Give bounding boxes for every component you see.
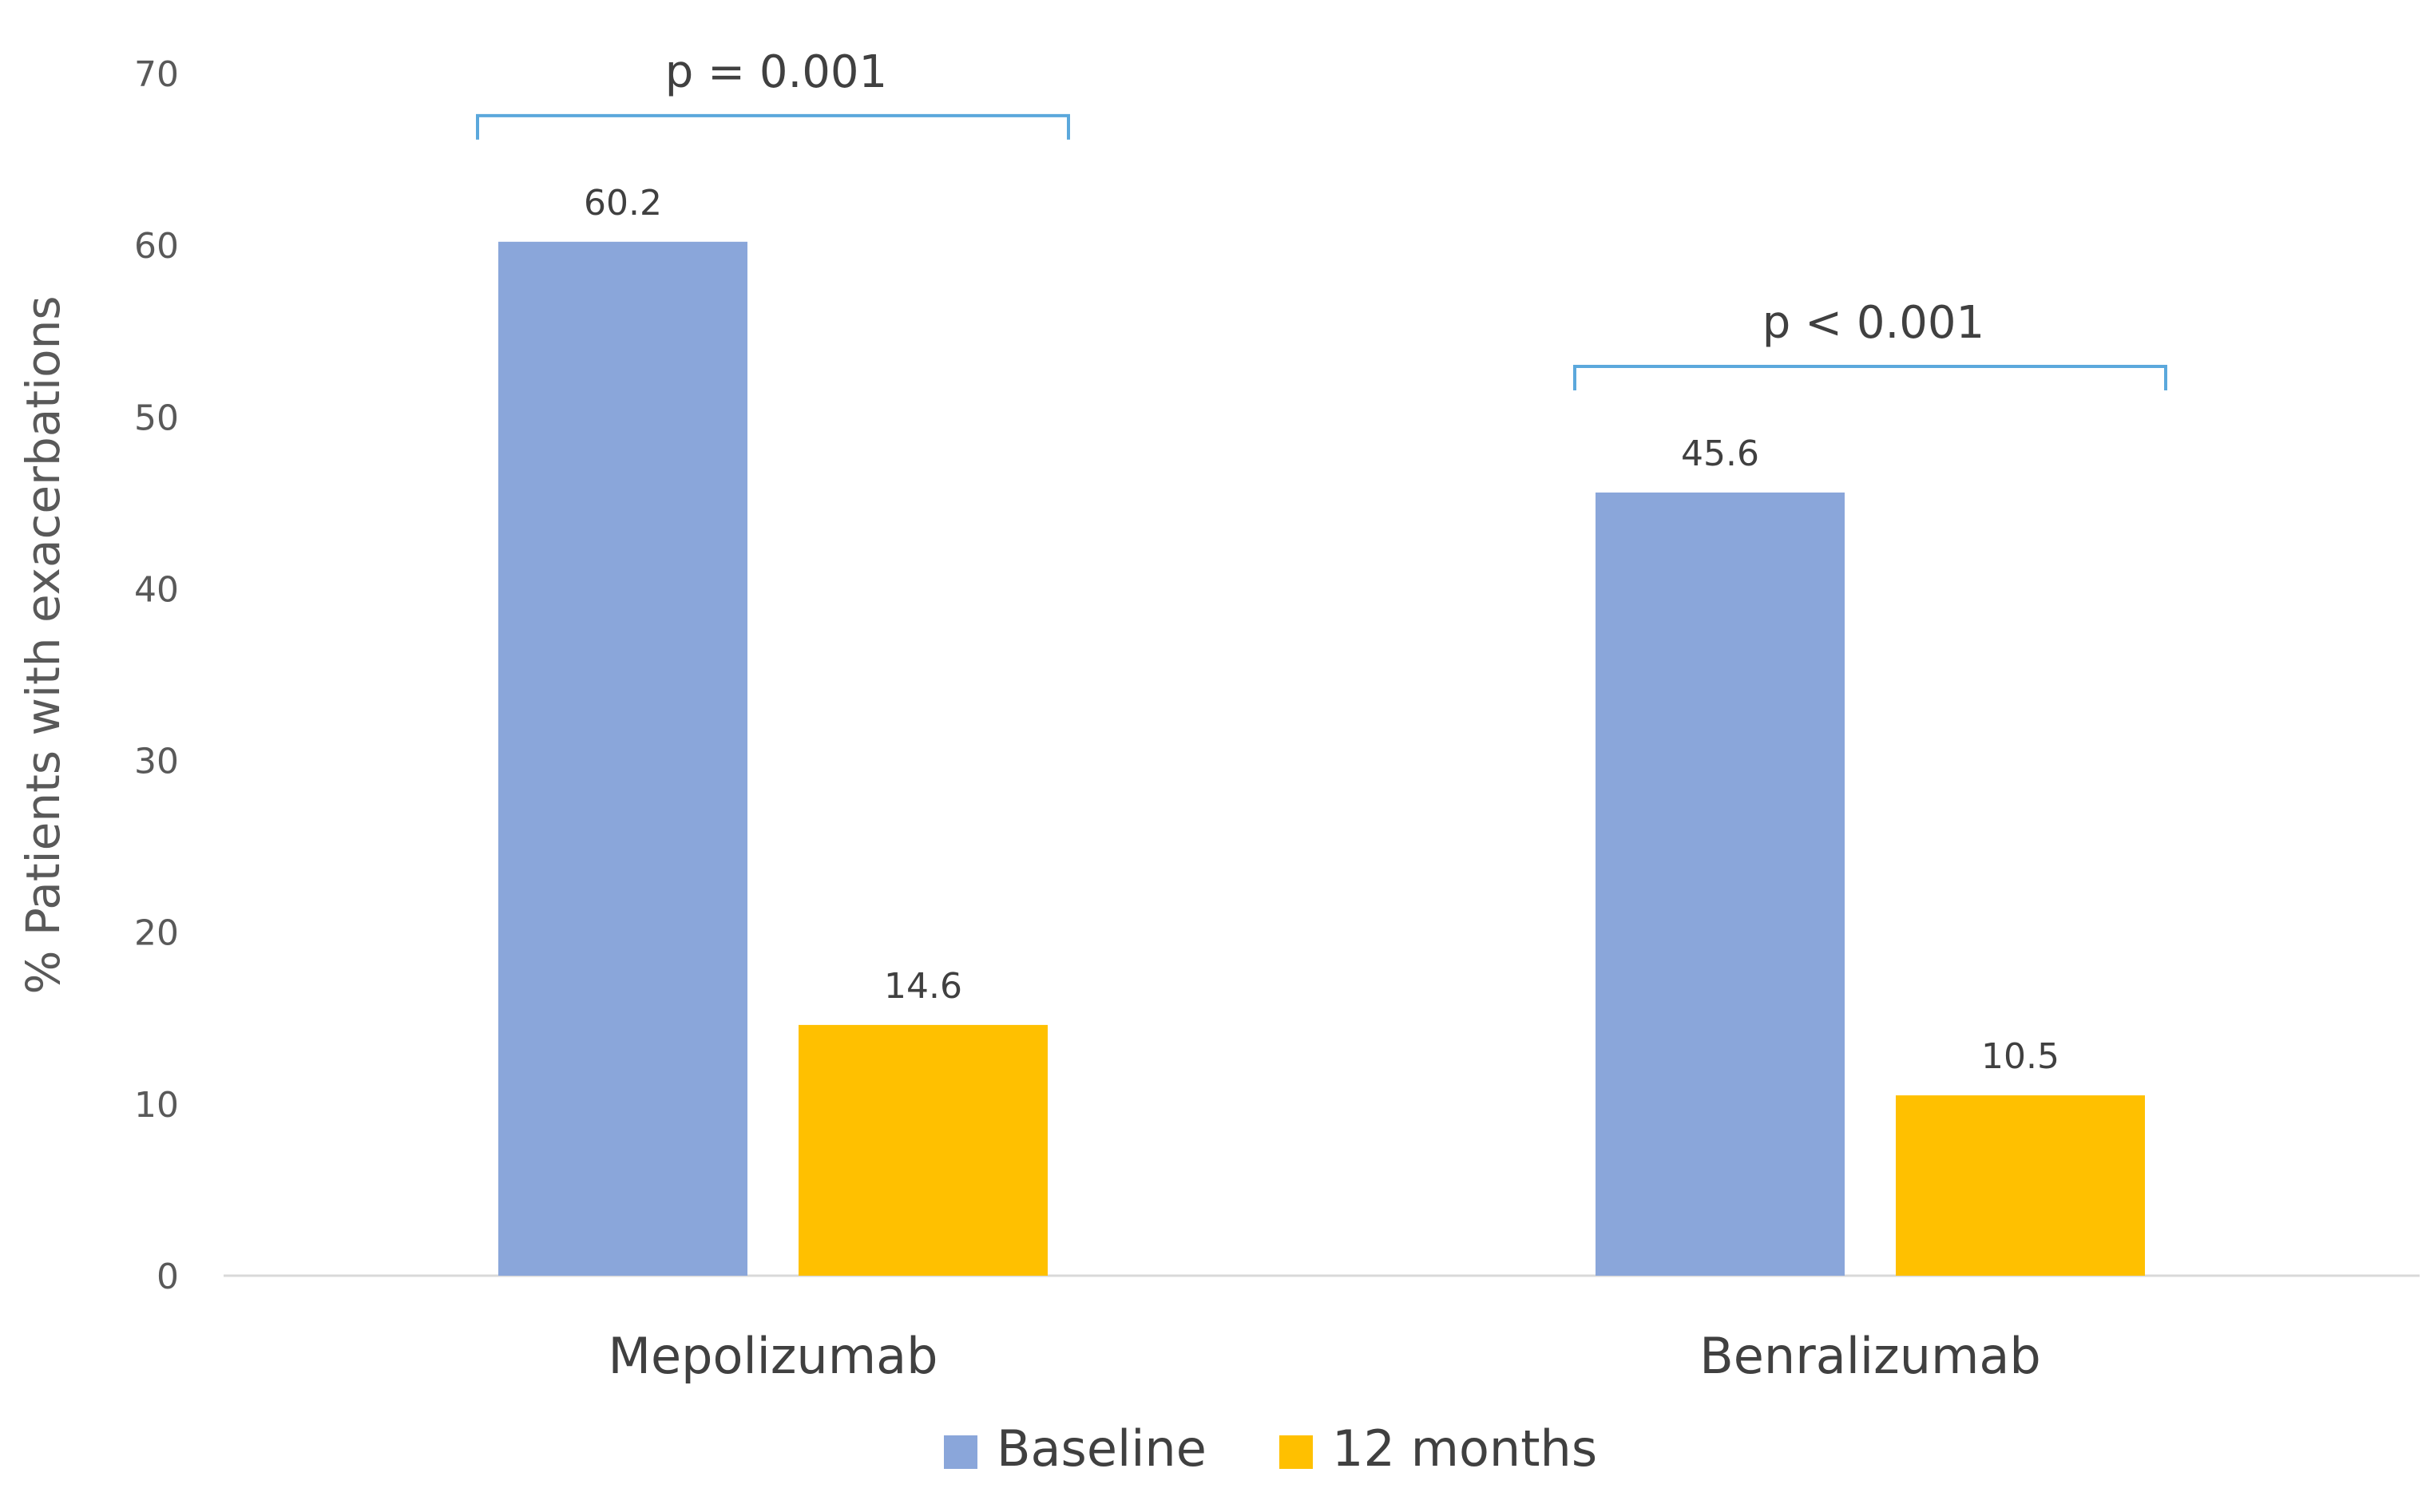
p-value-label: p = 0.001 (665, 46, 887, 98)
bar-baseline-benralizumab (1596, 492, 1845, 1276)
y-tick-label: 30 (134, 742, 179, 782)
bar-12-months-mepolizumab (799, 1024, 1048, 1276)
x-axis-categories: Mepolizumab Benralizumab (608, 1327, 2041, 1385)
bar-baseline-mepolizumab (498, 241, 747, 1276)
data-label: 60.2 (584, 183, 662, 224)
legend-label: 12 months (1332, 1419, 1597, 1478)
bar-12-months-benralizumab (1896, 1095, 2145, 1276)
bars: 60.2 45.6 14.6 10.5 (498, 183, 2145, 1276)
y-tick-label: 10 (134, 1085, 179, 1126)
y-tick-label: 0 (157, 1257, 179, 1297)
y-tick-label: 50 (134, 398, 179, 438)
y-tick-label: 60 (134, 226, 179, 267)
legend: Baseline 12 months (944, 1419, 1597, 1478)
p-value-label: p < 0.001 (1762, 297, 1984, 349)
y-tick-label: 40 (134, 569, 179, 610)
y-axis-ticks: 0 10 20 30 40 50 60 70 (134, 54, 179, 1297)
legend-swatch (944, 1435, 977, 1469)
y-tick-label: 70 (134, 54, 179, 95)
significance-bracket (476, 113, 1070, 140)
y-tick-label: 20 (134, 913, 179, 954)
data-label: 45.6 (1681, 433, 1759, 474)
x-category-label: Benralizumab (1699, 1327, 2041, 1385)
significance-brackets: p = 0.001 p < 0.001 (476, 46, 2167, 390)
significance-bracket (1573, 364, 2167, 390)
data-label: 14.6 (884, 966, 962, 1007)
data-label: 10.5 (1981, 1036, 2059, 1077)
y-axis-title: % Patients with exacerbations (16, 295, 70, 994)
legend-label: Baseline (997, 1419, 1207, 1478)
x-category-label: Mepolizumab (608, 1327, 938, 1385)
legend-swatch (1279, 1435, 1313, 1469)
